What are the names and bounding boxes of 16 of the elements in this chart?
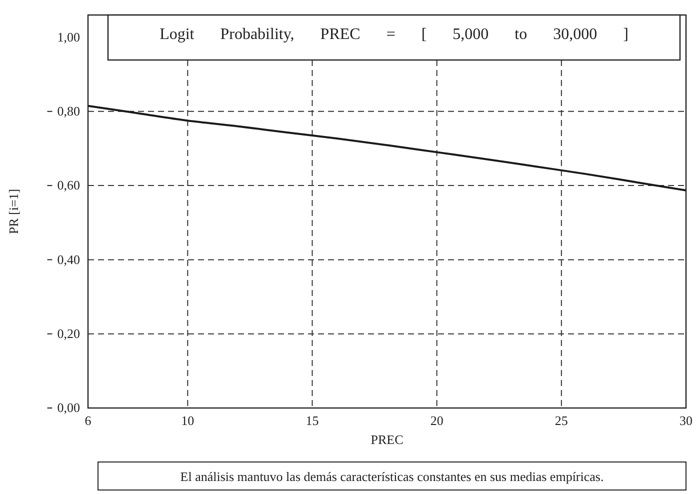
y-tick-label: 1,00 (57, 29, 80, 44)
x-tick-label: 20 (430, 413, 444, 428)
text: Logit Probability, PREC = [ 5,000 to 30,000 ] (160, 26, 628, 43)
x-axis-title: PREC (370, 432, 404, 447)
x-tick-label: 6 (84, 413, 92, 428)
y-axis-title: PR [i=1] (6, 188, 21, 234)
y-tick-label: 0,80 (57, 104, 80, 119)
x-tick-label: 15 (306, 413, 319, 428)
y-tick-label: 0,20 (57, 326, 80, 342)
x-tick-label: 10 (181, 413, 194, 428)
x-tick-label: 25 (554, 413, 568, 428)
y-tick-label: 0,00 (57, 400, 80, 416)
text: El análisis mantuvo las demás características constantes en sus medias empíricas. (180, 469, 604, 484)
x-tick-label: 30 (680, 413, 692, 428)
y-tick-label: 0,40 (57, 252, 80, 267)
y-tick-label: 0,60 (57, 178, 80, 193)
